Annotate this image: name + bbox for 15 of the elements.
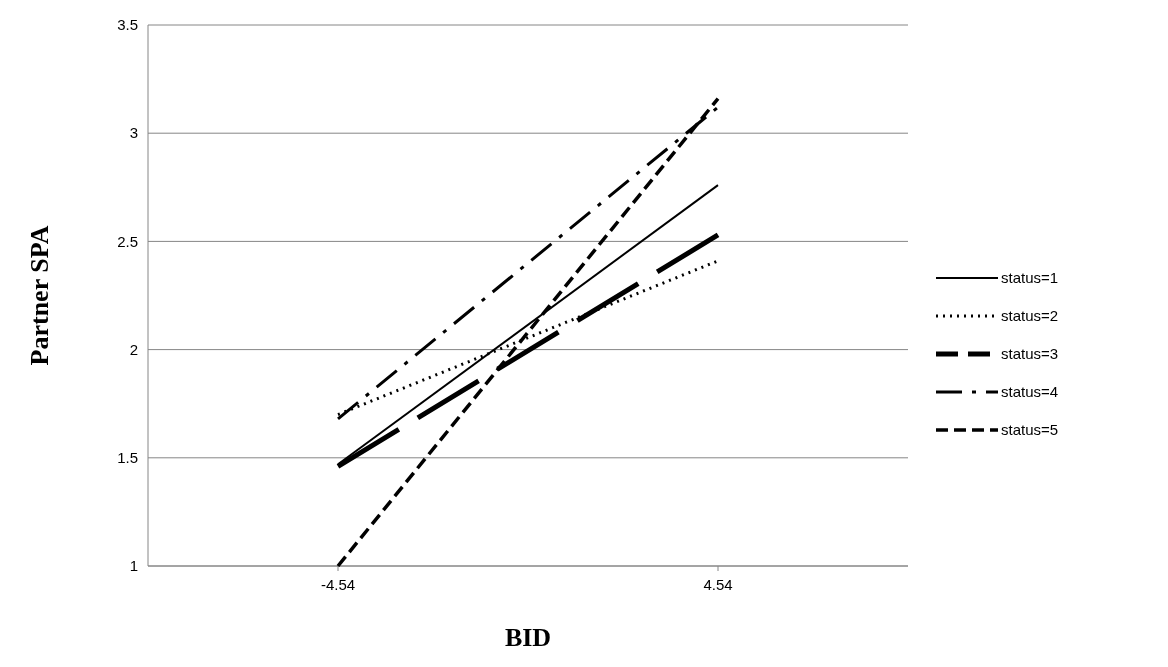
- y-tick-label: 1: [129, 557, 138, 575]
- legend-label: status=5: [1001, 421, 1059, 439]
- x-tick-label: 4.54: [703, 576, 733, 593]
- y-tick-label: 3.5: [117, 16, 138, 34]
- y-tick-label: 2: [129, 340, 138, 358]
- y-axis-title: Partner SPA: [25, 225, 54, 366]
- x-tick-label: -4.54: [320, 576, 356, 593]
- y-tick-label: 2.5: [117, 232, 138, 250]
- y-tick-label: 1.5: [117, 449, 138, 467]
- legend-label: status=3: [1001, 345, 1059, 363]
- legend-label: status=2: [1001, 307, 1059, 325]
- legend-label: status=1: [1001, 269, 1059, 287]
- x-axis-title: BID: [504, 623, 552, 652]
- legend-label: status=4: [1001, 383, 1059, 401]
- y-tick-label: 3: [129, 124, 138, 142]
